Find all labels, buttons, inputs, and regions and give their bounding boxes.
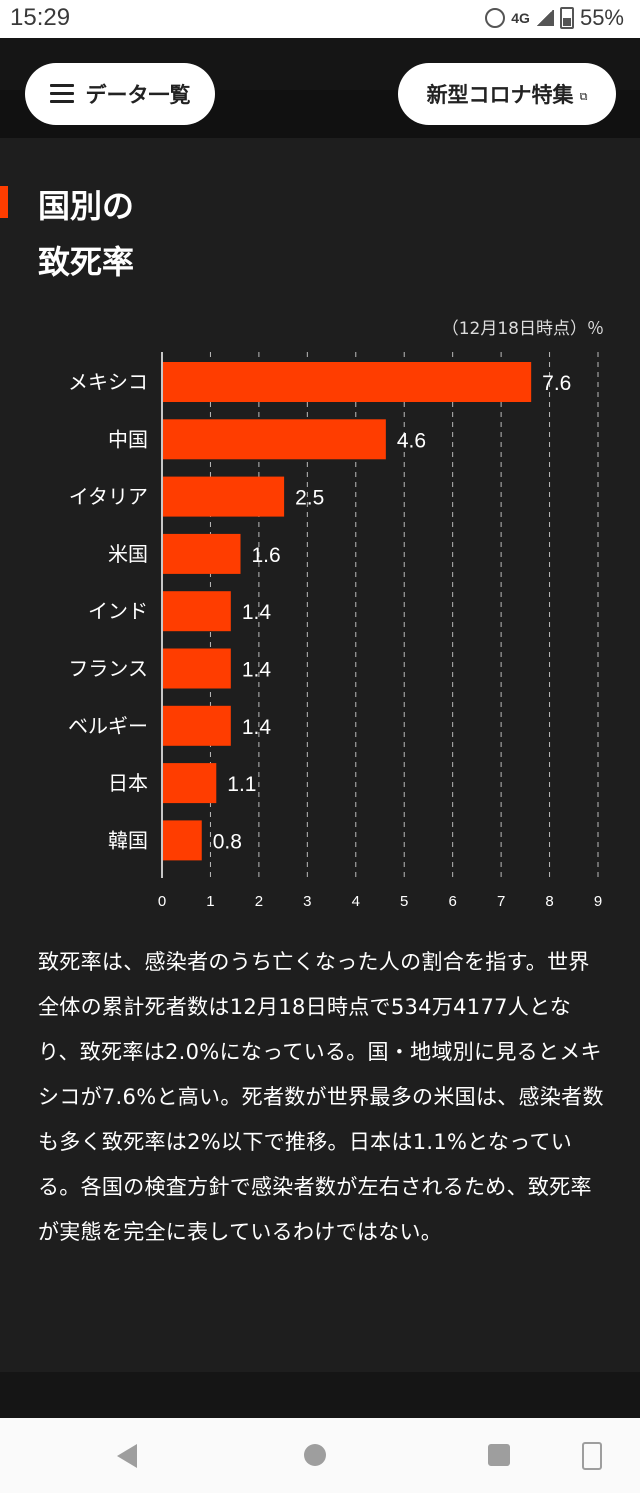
battery-percent: 55% bbox=[579, 5, 624, 30]
value-label: 2.5 bbox=[295, 487, 324, 510]
chart-svg: （12月18日時点）％ 0 1 2 3 4 5 6 7 8 9 メキシコ 7.6 中国 4.6 イタリア 2.5… bbox=[68, 319, 604, 910]
recent-apps-icon[interactable] bbox=[488, 1444, 510, 1466]
data-list-button[interactable]: データ一覧 bbox=[25, 63, 215, 125]
value-label: 4.6 bbox=[397, 429, 426, 452]
value-label: 1.1 bbox=[227, 773, 256, 796]
bar bbox=[163, 820, 202, 861]
bar bbox=[163, 476, 285, 517]
menu-icon bbox=[49, 84, 74, 104]
category-label: フランス bbox=[68, 657, 148, 681]
x-tick-label: 5 bbox=[400, 893, 408, 910]
category-label: 韓国 bbox=[108, 828, 148, 852]
category-label: イタリア bbox=[69, 485, 148, 509]
chart-note: （12月18日時点）％ bbox=[442, 319, 604, 339]
value-label: 7.6 bbox=[542, 372, 571, 395]
value-label: 1.6 bbox=[252, 544, 281, 567]
x-tick-label: 4 bbox=[352, 893, 360, 910]
bar bbox=[163, 705, 231, 746]
alarm-icon bbox=[485, 8, 506, 28]
header: データ一覧 新型コロナ特集 ⧉ bbox=[0, 38, 640, 138]
section-title: 国別の 致死率 bbox=[38, 178, 134, 290]
value-label: 1.4 bbox=[242, 716, 272, 739]
x-tick-label: 2 bbox=[255, 893, 263, 910]
x-tick-label: 0 bbox=[158, 893, 166, 910]
x-tick-label: 6 bbox=[448, 893, 456, 910]
category-label: 日本 bbox=[108, 771, 148, 795]
value-label: 1.4 bbox=[242, 659, 272, 682]
category-label: メキシコ bbox=[68, 370, 148, 394]
x-tick-label: 3 bbox=[303, 893, 311, 910]
x-tick-label: 9 bbox=[594, 893, 602, 910]
bar bbox=[163, 362, 532, 402]
category-label: インド bbox=[88, 599, 148, 623]
section-accent-bar bbox=[0, 186, 8, 218]
status-bar: 15:29 4G 55% bbox=[0, 0, 640, 38]
bar bbox=[163, 648, 231, 689]
corona-feature-link[interactable]: 新型コロナ特集 ⧉ bbox=[398, 63, 616, 125]
value-label: 0.8 bbox=[213, 830, 242, 853]
back-icon[interactable] bbox=[117, 1444, 137, 1468]
bar bbox=[163, 419, 386, 460]
signal-icon bbox=[535, 10, 554, 26]
x-tick-label: 8 bbox=[545, 893, 553, 910]
x-tick-label: 1 bbox=[206, 893, 214, 910]
x-tick-label: 7 bbox=[497, 893, 505, 910]
section-title-line2: 致死率 bbox=[38, 243, 135, 281]
bar bbox=[163, 533, 241, 574]
bar bbox=[163, 591, 231, 632]
status-time: 15:29 bbox=[10, 4, 71, 31]
bar bbox=[163, 763, 217, 804]
description-paragraph: 致死率は、感染者のうち亡くなった人の割合を指す。世界全体の累計死者数は12月18… bbox=[38, 950, 604, 1244]
category-label: ベルギー bbox=[68, 714, 148, 738]
battery-icon bbox=[559, 7, 574, 29]
category-label: 米国 bbox=[108, 542, 148, 566]
footer-band bbox=[0, 1372, 640, 1418]
category-label: 中国 bbox=[108, 427, 148, 451]
rotate-icon[interactable] bbox=[582, 1442, 602, 1470]
status-icons: 4G 55% bbox=[485, 5, 624, 31]
data-list-label: データ一覧 bbox=[85, 83, 191, 107]
fatality-rate-chart: （12月18日時点）％ 0 1 2 3 4 5 6 7 8 9 メキシコ 7.6 中国 4.6 イタリア 2.5… bbox=[0, 300, 640, 920]
home-icon[interactable] bbox=[304, 1444, 326, 1466]
external-link-icon: ⧉ bbox=[579, 90, 588, 103]
network-type: 4G bbox=[511, 10, 530, 26]
corona-feature-label: 新型コロナ特集 bbox=[426, 83, 574, 107]
section-title-line1: 国別の bbox=[38, 187, 135, 225]
system-nav-bar bbox=[0, 1418, 640, 1493]
value-label: 1.4 bbox=[242, 601, 272, 624]
